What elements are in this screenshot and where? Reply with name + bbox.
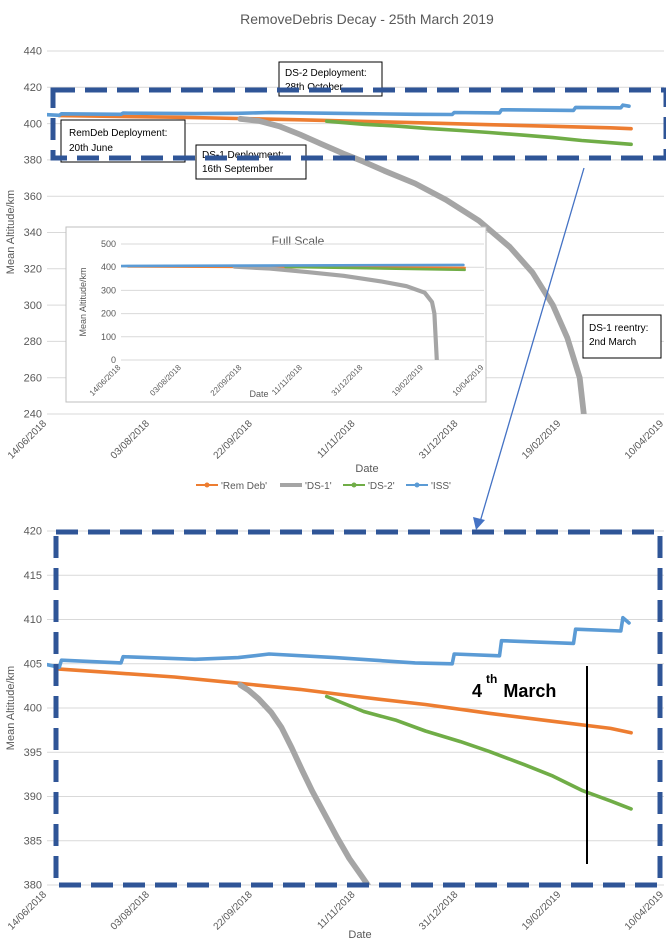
zoom-xtick-label: 03/08/2018 — [109, 889, 152, 932]
legend-label-ds1: 'DS-1' — [305, 481, 332, 492]
inset-series-ds1 — [232, 264, 439, 360]
inset-series-iss — [121, 263, 465, 268]
zoom-ytick-label: 420 — [24, 526, 42, 538]
main-ytick-label: 420 — [24, 82, 42, 94]
annotation-ds2-line1: DS-2 Deployment: — [285, 68, 367, 79]
zoom-xtick-label: 14/06/2018 — [6, 889, 49, 932]
inset-ytick-label: 400 — [101, 262, 116, 272]
zoom-chart-border — [53, 529, 663, 888]
main-ytick-label: 340 — [24, 227, 42, 239]
main-xtick-label: 11/11/2018 — [315, 418, 357, 460]
zoom-xtick-label: 10/04/2019 — [623, 889, 666, 932]
main-xtick-label: 22/09/2018 — [212, 418, 255, 461]
zoom-ytick-label: 410 — [24, 614, 42, 626]
annotation-reentry-line1: DS-1 reentry: — [589, 323, 648, 334]
main-series-iss — [47, 103, 631, 118]
main-ytick-label: 440 — [24, 46, 42, 58]
main-ytick-label: 260 — [24, 372, 42, 384]
zoom-xtick-label: 11/11/2018 — [315, 889, 357, 931]
zoom-ytick-label: 405 — [24, 658, 42, 670]
inset-ytick-label: 500 — [101, 239, 116, 249]
zoom-ytick-label: 380 — [24, 880, 42, 892]
main-ytick-label: 380 — [24, 155, 42, 167]
zoom-ytick-label: 400 — [24, 703, 42, 715]
inset-yaxis-title: Mean Altitude/km — [78, 267, 88, 336]
main-series-ds1 — [237, 116, 587, 414]
main-ytick-label: 360 — [24, 191, 42, 203]
inset-ytick-label: 100 — [101, 332, 116, 342]
main-xtick-label: 10/04/2019 — [623, 418, 666, 461]
main-xtick-label: 19/02/2019 — [520, 418, 563, 461]
annotation-remdeb-line2: 20th June — [69, 143, 113, 154]
march-4-marker: 4thMarch — [472, 666, 588, 864]
inset-ytick-label: 200 — [101, 309, 116, 319]
annotation-remdeb-line1: RemDeb Deployment: — [69, 128, 167, 139]
connector-arrow — [473, 167, 585, 530]
inset-title: Full Scale — [272, 234, 325, 248]
main-xtick-label: 03/08/2018 — [109, 418, 152, 461]
zoom-xtick-label: 19/02/2019 — [520, 889, 563, 932]
legend-label-rem-deb: 'Rem Deb' — [221, 481, 267, 492]
legend-label-ds2: 'DS-2' — [368, 481, 395, 492]
zoom-xtick-label: 31/12/2018 — [417, 889, 460, 932]
main-xaxis-title: Date — [355, 463, 378, 475]
main-series-ds2 — [324, 119, 633, 147]
main-ytick-label: 400 — [24, 118, 42, 130]
legend-item-rem-deb: 'Rem Deb' — [196, 481, 267, 492]
zoom-ytick-label: 415 — [24, 570, 42, 582]
zoom-region-box — [50, 87, 666, 161]
zoom-series-ds1 — [237, 682, 371, 885]
legend: 'Rem Deb' 'DS-1' 'DS-2' 'ISS' — [196, 481, 451, 492]
main-ytick-label: 280 — [24, 336, 42, 348]
zoom-chart: 380 385 390 395 400 405 410 415 420 14/06/2018 03/… — [5, 526, 666, 938]
inset-xaxis-title: Date — [249, 389, 268, 399]
inset-series-group — [121, 263, 466, 360]
zoom-xaxis-title: Date — [348, 929, 371, 938]
zoom-series-group — [47, 615, 633, 885]
main-ytick-label: 240 — [24, 409, 42, 421]
zoom-ytick-label: 390 — [24, 791, 42, 803]
main-yaxis-title: Mean Altitude/km — [5, 190, 17, 274]
main-series-group — [47, 103, 633, 414]
main-ytick-label: 300 — [24, 300, 42, 312]
inset-series-ds2 — [284, 265, 466, 272]
zoom-xtick-label: 22/09/2018 — [212, 889, 255, 932]
march-4-label: 4thMarch — [472, 672, 556, 701]
annotation-reentry-line2: 2nd March — [589, 337, 636, 348]
main-ytick-label: 320 — [24, 263, 42, 275]
annotation-ds1-line2: 16th September — [202, 164, 274, 175]
chart-title: RemoveDebris Decay - 25th March 2019 — [240, 11, 494, 27]
annotation-remdeb-deployment: RemDeb Deployment: 20th June — [60, 119, 186, 163]
inset-ytick-label: 0 — [111, 355, 116, 365]
inset-frame — [65, 226, 487, 403]
inset-ytick-label: 300 — [101, 285, 116, 295]
zoom-yaxis-title: Mean Altitude/km — [5, 666, 17, 750]
legend-item-iss: 'ISS' — [406, 481, 451, 492]
legend-item-ds1: 'DS-1' — [280, 481, 332, 492]
zoom-series-iss — [47, 615, 631, 670]
zoom-series-ds2 — [324, 694, 633, 811]
main-series-rem-deb — [57, 113, 633, 131]
main-xtick-label: 31/12/2018 — [417, 418, 460, 461]
annotation-ds1-deployment: DS-1 Deployment: 16th September — [195, 144, 307, 180]
legend-item-ds2: 'DS-2' — [343, 481, 395, 492]
legend-label-iss: 'ISS' — [431, 481, 451, 492]
zoom-series-rem-deb — [57, 667, 633, 735]
main-xtick-label: 14/06/2018 — [6, 418, 49, 461]
annotation-ds1-reentry: DS-1 reentry: 2nd March — [582, 314, 662, 359]
zoom-ytick-label: 385 — [24, 835, 42, 847]
zoom-ytick-label: 395 — [24, 747, 42, 759]
